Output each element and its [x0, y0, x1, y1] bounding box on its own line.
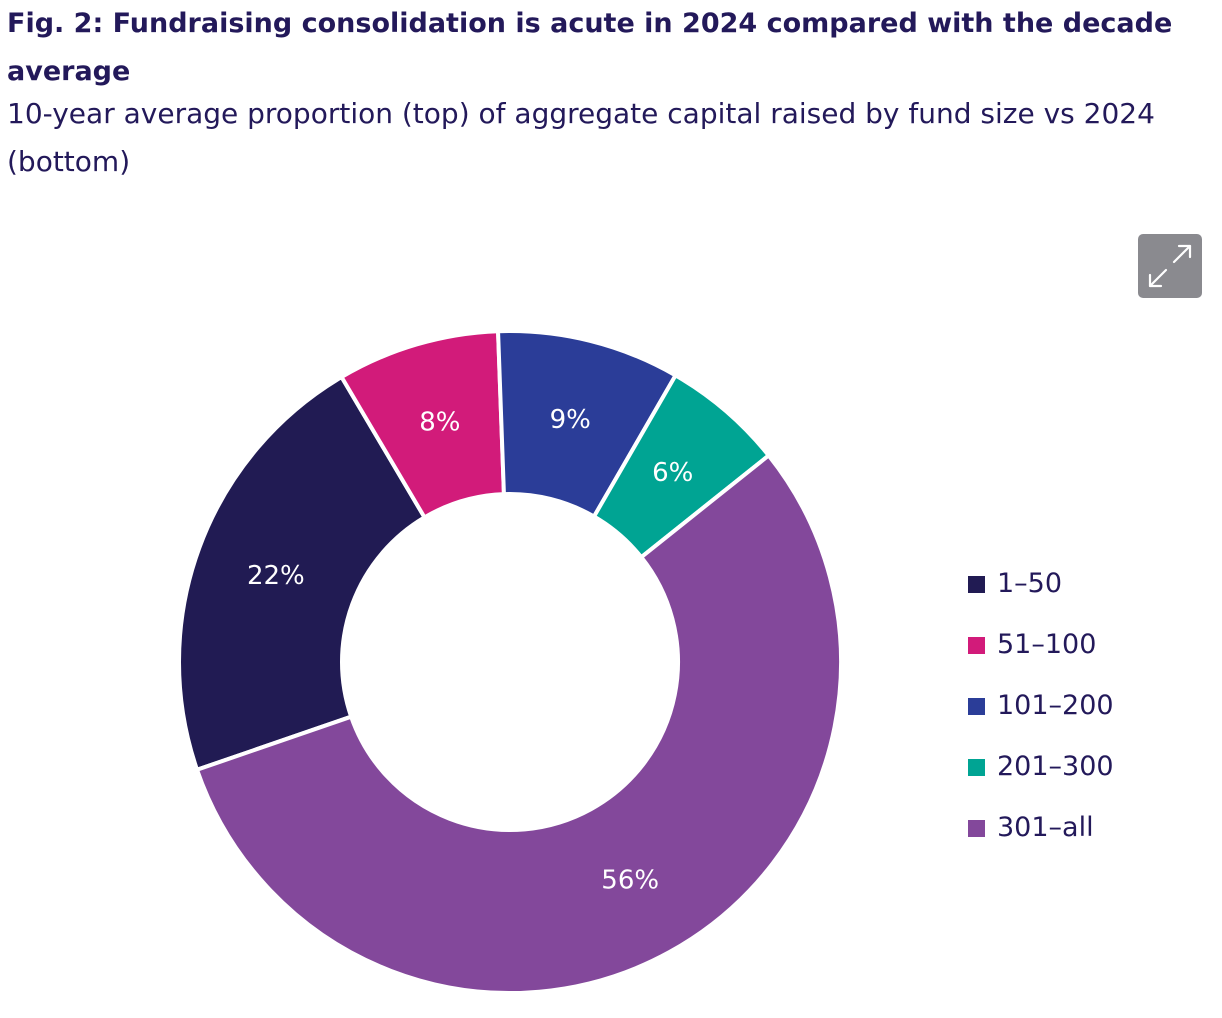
slice-label-101-200: 9% — [550, 405, 591, 435]
legend-swatch — [968, 637, 985, 654]
legend-item-301-all[interactable]: 301–all — [968, 808, 1114, 869]
legend-label: 201–300 — [997, 751, 1114, 782]
legend-swatch — [968, 698, 985, 715]
legend-label: 301–all — [997, 812, 1094, 843]
chart-title: Fig. 2: Fundraising consolidation is acu… — [7, 8, 1173, 87]
donut-slice-1-50[interactable] — [177, 374, 428, 773]
legend-swatch — [968, 576, 985, 593]
legend-swatch — [968, 820, 985, 837]
legend-label: 101–200 — [997, 690, 1114, 721]
legend-item-201-300[interactable]: 201–300 — [968, 747, 1114, 808]
legend-item-51-100[interactable]: 51–100 — [968, 625, 1114, 686]
expand-arrows-icon — [1148, 244, 1192, 288]
slice-label-201-300: 6% — [652, 458, 693, 488]
slice-label-301-all: 56% — [601, 866, 659, 896]
legend-item-101-200[interactable]: 101–200 — [968, 686, 1114, 747]
chart-legend: 1–50 51–100 101–200 201–300 301–all — [968, 564, 1114, 869]
expand-button[interactable] — [1138, 234, 1202, 298]
legend-swatch — [968, 759, 985, 776]
chart-subtitle: 10-year average proportion (top) of aggr… — [7, 97, 1155, 178]
donut-slice-301-all[interactable] — [194, 452, 843, 995]
donut-chart: 22% 8% 9% 6% 56% — [177, 329, 843, 995]
slice-label-51-100: 8% — [419, 408, 460, 438]
legend-label: 51–100 — [997, 629, 1097, 660]
legend-label: 1–50 — [997, 568, 1063, 599]
slice-label-1-50: 22% — [247, 561, 305, 591]
legend-item-1-50[interactable]: 1–50 — [968, 564, 1114, 625]
